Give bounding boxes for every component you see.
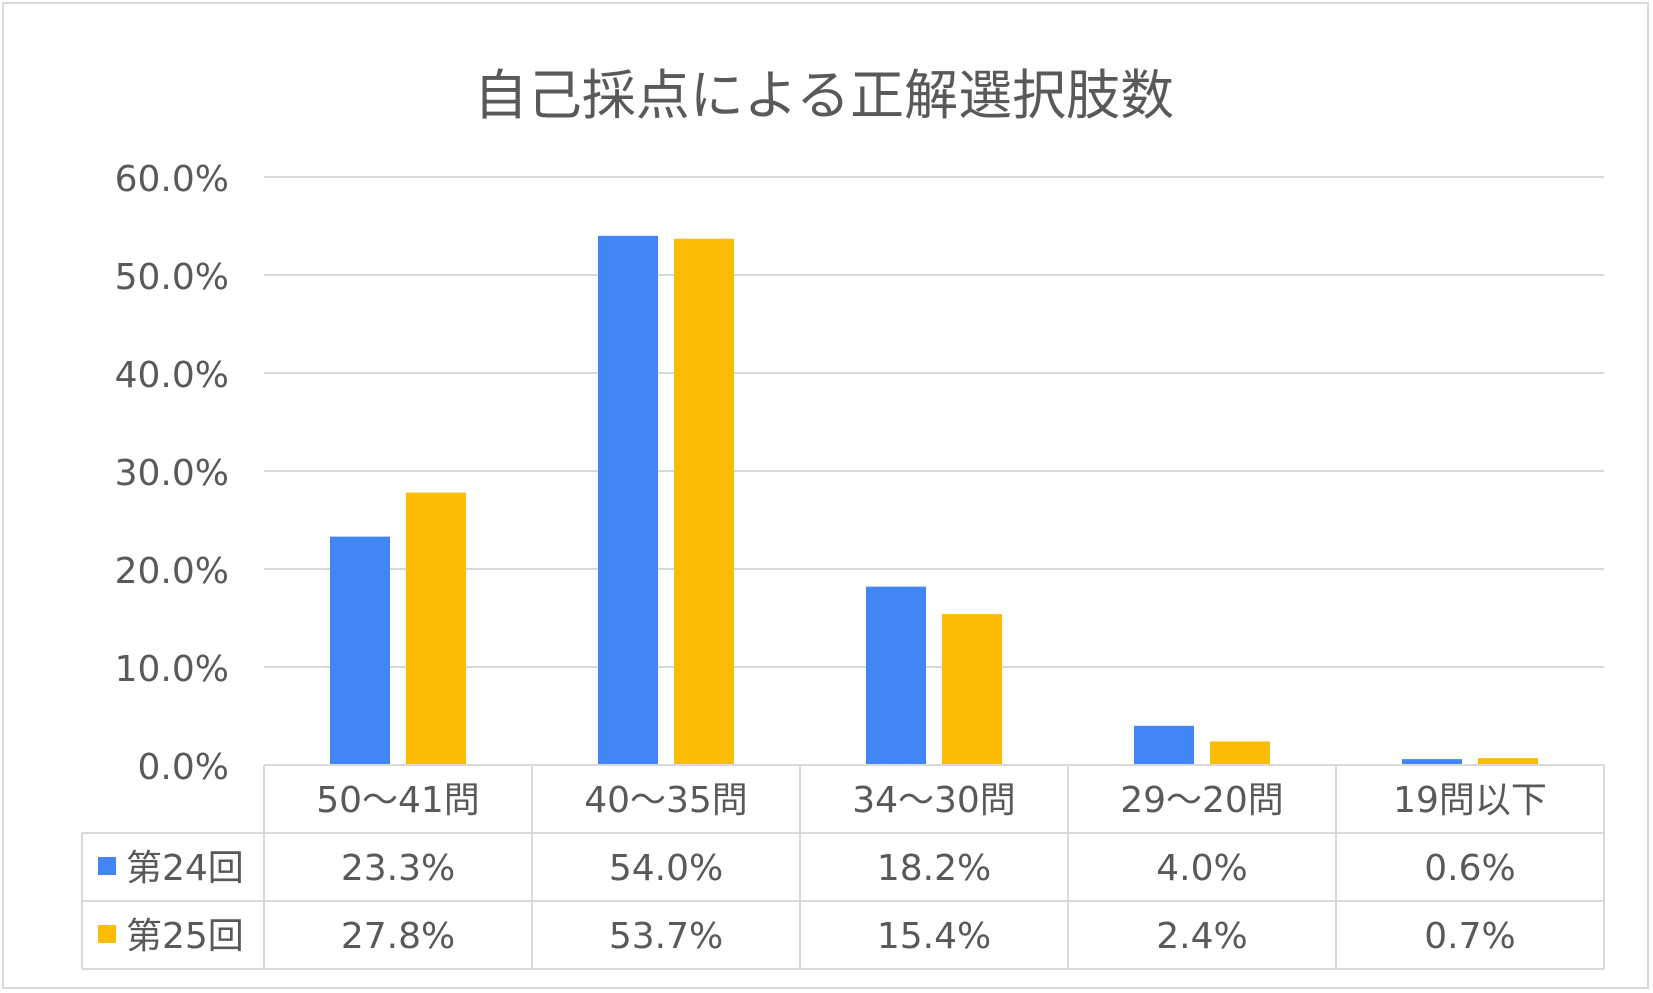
y-tick-label: 60.0% <box>115 159 229 200</box>
bar-series2-0 <box>406 492 466 765</box>
data-label: 27.8% <box>341 916 455 957</box>
chart-title: 自己採点による正解選択肢数 <box>474 64 1174 127</box>
y-tick-label: 30.0% <box>115 453 229 494</box>
y-tick-label: 40.0% <box>115 355 229 396</box>
legend-swatch <box>98 925 116 943</box>
bars <box>330 235 1538 766</box>
x-tick-label: 19問以下 <box>1393 780 1547 821</box>
bar-series2-4 <box>1478 758 1538 765</box>
gridlines <box>264 176 1604 668</box>
bar-series2-3 <box>1210 741 1270 765</box>
bar-series1-3 <box>1134 725 1194 765</box>
bar-series2-1 <box>674 238 734 766</box>
y-tick-label: 0.0% <box>138 747 229 788</box>
bar-series1-4 <box>1402 759 1462 765</box>
legend-label: 第25回 <box>126 916 244 957</box>
x-tick-label: 40～35問 <box>584 780 748 821</box>
bar-series1-0 <box>330 536 390 765</box>
bar-series1-1 <box>598 235 658 766</box>
data-label: 0.6% <box>1424 848 1515 889</box>
data-label: 54.0% <box>609 848 723 889</box>
bar-series1-2 <box>866 586 926 765</box>
bar-chart: 自己採点による正解選択肢数 0.0% 10.0% 20.0% 30.0% 40.0% 50… <box>81 64 1605 970</box>
y-axis: 0.0% 10.0% 20.0% 30.0% 40.0% 50.0% 60.0% <box>115 159 229 788</box>
data-label: 0.7% <box>1424 916 1515 957</box>
data-label: 18.2% <box>877 848 991 889</box>
y-tick-label: 50.0% <box>115 257 229 298</box>
x-tick-label: 29～20問 <box>1120 780 1284 821</box>
data-label: 2.4% <box>1156 916 1247 957</box>
legend-label: 第24回 <box>126 848 244 889</box>
y-tick-label: 10.0% <box>115 649 229 690</box>
bar-series2-2 <box>942 614 1002 765</box>
y-tick-label: 20.0% <box>115 551 229 592</box>
x-tick-label: 50～41問 <box>316 780 480 821</box>
data-label: 4.0% <box>1156 848 1247 889</box>
data-label: 23.3% <box>341 848 455 889</box>
data-label: 53.7% <box>609 916 723 957</box>
data-label: 15.4% <box>877 916 991 957</box>
legend-swatch <box>98 857 116 875</box>
x-tick-label: 34～30問 <box>852 780 1016 821</box>
